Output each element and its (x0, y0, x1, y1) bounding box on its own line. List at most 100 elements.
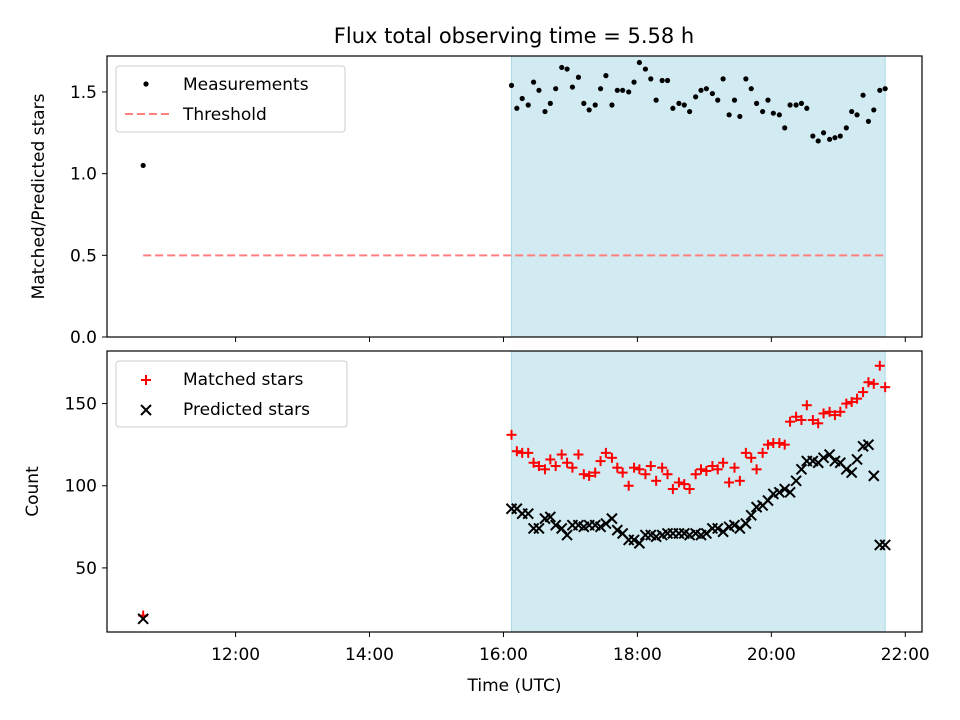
x-tick-label: 14:00 (345, 645, 394, 665)
measurement-point (603, 73, 609, 79)
top-ylabel: Matched/Predicted stars (29, 93, 49, 299)
predicted-stars-point (773, 486, 786, 499)
y-tick-label: 50 (75, 559, 97, 579)
measurement-point (709, 90, 715, 97)
observing-span-shade (510, 350, 886, 633)
y-tick-label: 150 (65, 395, 97, 415)
measurement-point (865, 118, 872, 124)
predicted-stars-point (544, 511, 557, 523)
measurement-point (737, 113, 743, 120)
measurement-point (525, 102, 531, 108)
measurement-point (810, 133, 816, 139)
measurement-point (770, 110, 776, 116)
x-tick-label: 12:00 (211, 645, 260, 665)
predicted-stars-point (561, 529, 573, 541)
measurement-point (519, 95, 525, 102)
x-tick-label: 16:00 (479, 645, 528, 665)
measurement-point (843, 125, 849, 131)
measurement-point (815, 138, 821, 144)
measurement-point (860, 92, 866, 98)
plot-frame (106, 350, 923, 633)
measurement-point (636, 59, 642, 66)
top-legend-box (115, 65, 346, 133)
predicted-stars-point (834, 457, 847, 469)
measurement-point (569, 84, 576, 90)
measurement-point (703, 86, 709, 92)
measurement-point (648, 76, 654, 82)
predicted-stars-points (137, 438, 891, 625)
predicted-stars-point (611, 524, 624, 536)
legend-predicted-marker (140, 404, 152, 416)
measurement-point (614, 87, 620, 93)
measurement-point (626, 89, 632, 95)
measurement-point (882, 86, 888, 92)
predicted-stars-point (862, 438, 875, 451)
measurement-point (787, 102, 793, 108)
measurement-point (782, 125, 788, 131)
measurement-point (871, 107, 877, 113)
predicted-stars-point (628, 534, 640, 546)
predicted-stars-point (645, 529, 657, 541)
predicted-stars-point (840, 463, 853, 476)
predicted-stars-point (745, 509, 757, 522)
predicted-stars-point (533, 522, 545, 535)
top-panel: 0.0 0.5 1.0 1.5 Matched/Predicted stars Mea… (29, 55, 923, 348)
predicted-stars-point (740, 517, 752, 530)
measurement-point (693, 94, 699, 100)
predicted-stars-point (689, 527, 702, 540)
measurement-point (748, 86, 754, 92)
bottom-xlabel: Time (UTC) (467, 676, 562, 696)
measurement-point (659, 77, 665, 84)
legend-measurements-marker (143, 81, 149, 87)
measurement-point (559, 64, 565, 71)
measurement-point (653, 97, 659, 103)
measurement-point (753, 100, 760, 106)
predicted-stars-point (633, 537, 646, 549)
predicted-stars-point (779, 483, 791, 495)
measurement-point (140, 162, 146, 169)
measurement-point (760, 108, 766, 115)
measurement-point (832, 135, 838, 141)
legend-measurements-label: Measurements (183, 75, 309, 95)
y-tick-label: 1.0 (70, 165, 97, 185)
measurement-point (765, 97, 771, 103)
legend-threshold-label: Threshold (182, 105, 267, 125)
measurement-point (854, 112, 860, 118)
y-tick-label: 1.5 (70, 83, 97, 103)
predicted-stars-point (845, 466, 858, 479)
measurement-point (597, 86, 604, 92)
legend-matched-marker (141, 375, 151, 385)
measurement-point (620, 87, 626, 93)
measurement-point (776, 112, 782, 118)
measurement-point (581, 100, 587, 106)
measurement-point (820, 130, 827, 136)
predicted-stars-point (712, 522, 724, 535)
predicted-stars-point (572, 519, 585, 531)
predicted-stars-point (829, 455, 841, 467)
x-tick-label: 18:00 (613, 645, 662, 665)
predicted-stars-point (807, 455, 819, 467)
predicted-stars-point (606, 512, 618, 525)
predicted-stars-point (137, 613, 149, 625)
predicted-stars-point (795, 463, 808, 476)
predicted-stars-point (823, 448, 836, 461)
predicted-stars-point (784, 486, 796, 499)
measurement-point (553, 86, 559, 92)
measurement-point (530, 79, 537, 85)
y-tick-label: 0.0 (70, 328, 97, 348)
measurement-point (681, 102, 687, 108)
measurement-point (542, 108, 548, 115)
measurement-point (631, 79, 637, 85)
measurement-point (849, 108, 855, 115)
top-panel-axes: 0.0 0.5 1.0 1.5 (70, 55, 923, 348)
bottom-panel-axes: 50 100 150 12:00 14:00 16:00 18:00 20:00 22:00 (65, 350, 930, 665)
matched-stars-points (138, 360, 891, 621)
observing-span-shade (510, 55, 886, 338)
measurement-point (564, 66, 570, 72)
predicted-stars-point (879, 539, 891, 551)
y-tick-label: 100 (65, 477, 97, 497)
measurement-point (575, 74, 582, 80)
y-tick-label: 0.5 (70, 246, 97, 266)
measurement-point (726, 112, 732, 118)
legend-matched-label: Matched stars (183, 370, 303, 390)
